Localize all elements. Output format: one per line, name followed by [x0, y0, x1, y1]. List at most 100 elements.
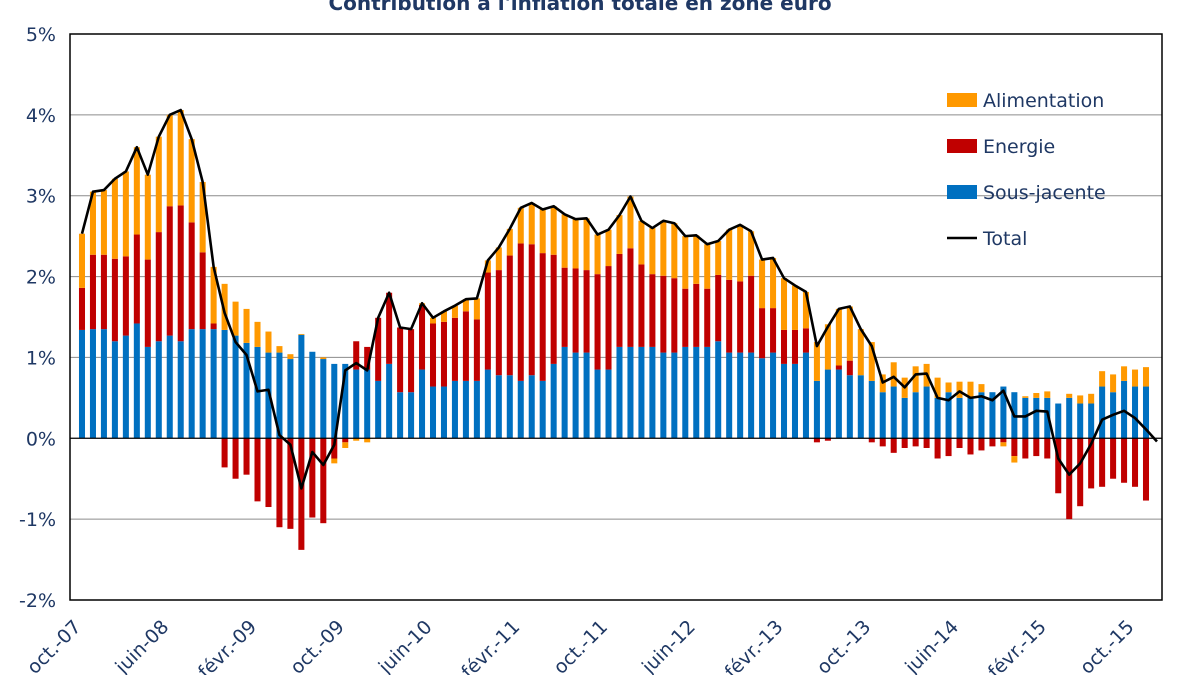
bar-alimentation: [495, 247, 502, 271]
bar-alimentation: [759, 259, 766, 309]
bar-energie: [375, 317, 382, 381]
bar-alimentation: [342, 442, 349, 448]
bar-energie: [824, 438, 831, 441]
bar-sous-jacente: [133, 323, 140, 439]
bar-alimentation: [254, 321, 261, 347]
x-tick-label: févr.-11: [457, 616, 524, 675]
bar-sous-jacente: [1066, 397, 1073, 439]
bar-energie: [956, 438, 963, 448]
bar-energie: [1055, 438, 1062, 494]
bar-energie: [923, 438, 930, 448]
y-tick-label: -1%: [19, 509, 56, 531]
bar-energie: [1110, 438, 1117, 479]
bar-sous-jacente: [1132, 386, 1139, 439]
bar-sous-jacente: [78, 329, 86, 439]
bar-sous-jacente: [188, 329, 195, 439]
bar-energie: [177, 205, 184, 342]
bar-alimentation: [934, 377, 941, 398]
bar-alimentation: [945, 382, 952, 393]
bar-alimentation: [462, 299, 469, 312]
bar-sous-jacente: [221, 329, 228, 439]
bar-alimentation: [835, 308, 842, 366]
bar-energie: [868, 438, 875, 443]
bar-sous-jacente: [375, 380, 382, 439]
bar-alimentation: [287, 354, 294, 360]
bar-alimentation: [572, 219, 579, 269]
bar-energie: [397, 327, 404, 393]
x-axis-ticks: oct.-07 juin-08 févr.-09 oct.-09 juin-10 févr…: [23, 616, 1139, 675]
bar-energie: [232, 438, 239, 479]
bar-energie: [1033, 438, 1040, 457]
bar-alimentation: [638, 220, 645, 265]
bar-sous-jacente: [868, 380, 875, 439]
bar-sous-jacente: [945, 392, 952, 439]
bar-energie: [1022, 438, 1029, 459]
bar-alimentation: [78, 233, 86, 288]
legend-swatch-alimentation: [947, 93, 977, 107]
bar-sous-jacente: [1077, 403, 1084, 439]
bar-sous-jacente: [386, 363, 393, 439]
bar-alimentation: [1011, 456, 1018, 463]
bar-alimentation: [726, 229, 733, 280]
bar-sous-jacente: [737, 352, 744, 439]
bar-energie: [978, 438, 985, 451]
bar-energie: [813, 438, 820, 443]
bar-energie: [759, 308, 766, 359]
legend-label-total: Total: [982, 228, 1027, 250]
bar-sous-jacente: [144, 346, 151, 439]
bar-sous-jacente: [857, 375, 864, 439]
bar-energie: [989, 438, 996, 447]
bar-energie: [199, 252, 206, 330]
bar-sous-jacente: [353, 369, 360, 439]
bar-energie: [660, 275, 667, 353]
bar-sous-jacente: [1033, 397, 1040, 439]
bar-energie: [276, 438, 283, 528]
total-series-line: [80, 108, 1158, 490]
bar-sous-jacente: [528, 375, 535, 439]
bar-energie: [715, 274, 722, 342]
bar-energie: [221, 438, 228, 468]
bar-alimentation: [188, 139, 195, 223]
bar-alimentation: [813, 342, 820, 381]
bar-alimentation: [166, 114, 173, 207]
bar-alimentation: [265, 331, 272, 353]
bar-sous-jacente: [1099, 386, 1106, 439]
bar-alimentation: [199, 181, 206, 253]
bar-sous-jacente: [320, 359, 327, 439]
bar-sous-jacente: [1055, 403, 1062, 439]
bar-energie: [737, 281, 744, 353]
bar-alimentation: [561, 214, 568, 268]
bar-alimentation: [748, 231, 755, 276]
bar-sous-jacente: [1000, 386, 1007, 439]
bar-alimentation: [539, 209, 546, 254]
bar-alimentation: [660, 220, 667, 276]
bar-sous-jacente: [287, 359, 294, 439]
bar-energie: [451, 317, 458, 381]
bar-energie: [1077, 438, 1084, 507]
bar-alimentation: [1142, 367, 1150, 387]
bar-alimentation: [616, 215, 623, 254]
bar-sous-jacente: [298, 334, 305, 439]
bar-alimentation: [122, 171, 129, 257]
bar-alimentation: [100, 190, 107, 255]
bar-energie: [638, 264, 645, 347]
bar-alimentation: [484, 260, 491, 273]
y-tick-label: 5%: [26, 24, 56, 46]
bar-sous-jacente: [155, 341, 162, 439]
bar-energie: [1000, 438, 1007, 443]
bar-sous-jacente: [824, 369, 831, 439]
bar-alimentation: [276, 346, 283, 353]
bar-sous-jacente: [605, 369, 612, 439]
bar-alimentation: [221, 283, 228, 330]
bar-energie: [561, 267, 568, 347]
bar-alimentation: [978, 384, 985, 393]
bar-energie: [901, 438, 908, 448]
y-tick-label: 0%: [26, 428, 56, 450]
bar-energie: [506, 255, 513, 376]
bar-alimentation: [133, 147, 140, 235]
bar-energie: [1011, 438, 1018, 457]
bar-energie: [243, 438, 250, 475]
bar-sous-jacente: [616, 346, 623, 439]
bar-alimentation: [868, 342, 875, 381]
bar-energie: [802, 328, 809, 353]
